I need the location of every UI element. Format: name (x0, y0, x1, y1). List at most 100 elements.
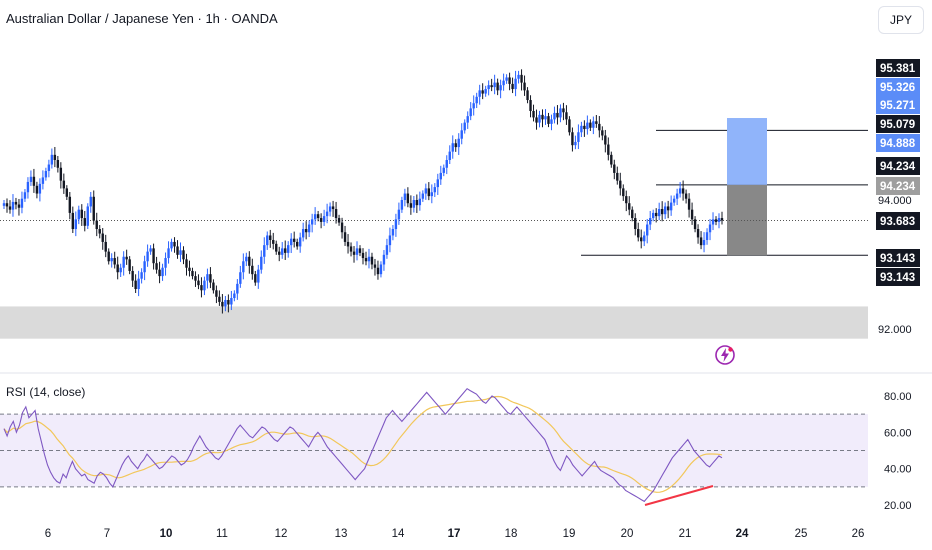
candle-body (287, 245, 290, 253)
price-badge (876, 268, 920, 286)
price-badge (876, 177, 920, 195)
candle-body (140, 272, 143, 279)
candle-body (301, 229, 305, 238)
candle-body (14, 201, 18, 205)
candle-body (176, 246, 179, 255)
candle-body (107, 251, 110, 262)
candle-body (442, 167, 445, 173)
candle-body (158, 269, 161, 277)
candle-body (340, 222, 344, 233)
candle-body (660, 209, 664, 215)
candle-body (607, 144, 610, 155)
time-tick-label: 6 (45, 528, 51, 540)
candle-body (616, 172, 619, 181)
candle-body (478, 90, 481, 97)
candle-body (343, 232, 347, 242)
candle-body (448, 151, 451, 161)
candle-body (224, 299, 227, 307)
candle-body (251, 265, 254, 275)
price-badge (876, 212, 920, 230)
candle-body (17, 204, 21, 208)
candle-body (290, 238, 293, 246)
candle-body (577, 132, 580, 142)
candle-body (583, 125, 586, 130)
candle-body (454, 143, 457, 148)
candle-body (699, 237, 703, 246)
candle-body (182, 250, 185, 260)
time-tick-label: 18 (505, 528, 518, 540)
candle-body (131, 270, 134, 281)
candle-body (505, 77, 508, 81)
candle-body (502, 80, 505, 86)
candle-body (38, 183, 42, 194)
candle-body (541, 114, 544, 120)
time-tick-label: 17 (448, 528, 461, 540)
candle-body (406, 193, 410, 204)
candle-body (263, 245, 266, 257)
rsi-tick-label: 60.00 (884, 427, 912, 439)
candle-body (469, 108, 472, 117)
candle-body (418, 198, 422, 206)
candle-body (493, 82, 496, 88)
candle-body (146, 251, 149, 262)
candle-body (80, 209, 83, 219)
candle-body (693, 219, 697, 230)
candle-body (298, 237, 302, 247)
candle-body (427, 188, 431, 197)
candle-body (684, 193, 688, 199)
price-badge (876, 115, 920, 133)
candle-body (206, 274, 209, 281)
candle-body (77, 209, 80, 220)
candle-body (137, 278, 140, 290)
time-tick-label: 25 (795, 528, 808, 540)
candle-body (185, 259, 188, 268)
candle-body (592, 121, 595, 128)
candle-body (619, 180, 622, 189)
candle-body (376, 267, 380, 275)
candle-body (20, 198, 24, 208)
candle-body (260, 256, 263, 270)
candle-body (457, 138, 460, 148)
candle-body (601, 130, 604, 136)
candle-body (47, 164, 51, 171)
candle-body (307, 224, 311, 233)
currency-button[interactable]: JPY (878, 6, 924, 34)
candle-body (275, 243, 278, 252)
candle-body (409, 203, 413, 208)
candle-body (95, 220, 98, 230)
candle-body (125, 256, 128, 260)
candle-body (702, 239, 706, 246)
candle-body (370, 256, 374, 265)
candle-body (523, 82, 526, 91)
candle-body (319, 218, 323, 222)
candle-body (233, 293, 236, 299)
candle-body (197, 280, 200, 286)
candle-body (669, 202, 673, 211)
candle-body (254, 274, 257, 283)
target-zone (727, 118, 767, 185)
candle-body (678, 188, 682, 194)
candle-body (640, 237, 643, 242)
candle-body (708, 224, 712, 233)
candle-body (439, 172, 442, 180)
candle-body (637, 229, 640, 238)
candle-body (167, 248, 170, 259)
candle-body (720, 218, 724, 221)
candle-body (696, 229, 700, 238)
candle-body (484, 89, 487, 94)
candle-body (361, 252, 365, 259)
time-tick-label: 10 (160, 528, 173, 540)
rsi-tick-label: 40.00 (884, 464, 912, 476)
candle-body (559, 108, 562, 118)
price-badge (876, 157, 920, 175)
candle-body (666, 206, 670, 211)
candle-body (170, 241, 173, 249)
lightning-icon[interactable] (714, 344, 736, 366)
candle-body (74, 219, 77, 230)
rsi-tick-label: 20.00 (884, 500, 912, 512)
candle-body (388, 235, 392, 246)
candle-body (687, 198, 691, 210)
price-badge-label: 95.079 (880, 119, 915, 131)
candle-body (203, 280, 206, 291)
